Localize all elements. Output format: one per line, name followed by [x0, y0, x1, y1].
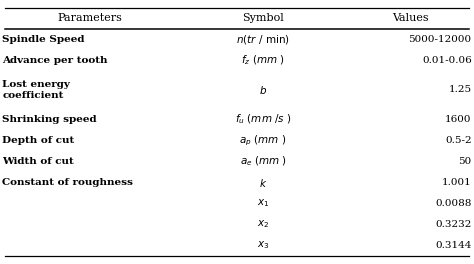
Text: 0.01-0.06: 0.01-0.06 — [422, 56, 472, 65]
Text: Symbol: Symbol — [242, 13, 284, 23]
Text: Constant of roughness: Constant of roughness — [2, 178, 133, 187]
Text: $f_z$ $(mm$ $)$: $f_z$ $(mm$ $)$ — [241, 54, 285, 67]
Text: 0.5-2: 0.5-2 — [445, 136, 472, 145]
Text: Lost energy
coefficient: Lost energy coefficient — [2, 80, 70, 100]
Text: $a_e$ $(mm$ $)$: $a_e$ $(mm$ $)$ — [239, 155, 287, 168]
Text: Width of cut: Width of cut — [2, 157, 74, 166]
Text: $f_u$ $(mm$ $/s$ $)$: $f_u$ $(mm$ $/s$ $)$ — [235, 113, 292, 126]
Text: Values: Values — [392, 13, 428, 23]
Text: 0.3144: 0.3144 — [435, 241, 472, 250]
Text: Advance per tooth: Advance per tooth — [2, 56, 108, 65]
Text: 50: 50 — [458, 157, 472, 166]
Text: $x_3$: $x_3$ — [257, 240, 269, 252]
Text: $n$$(tr$ $/$ $\mathrm{min})$: $n$$(tr$ $/$ $\mathrm{min})$ — [236, 33, 290, 46]
Text: $a_p$ $(mm$ $)$: $a_p$ $(mm$ $)$ — [239, 133, 287, 148]
Text: Spindle Speed: Spindle Speed — [2, 35, 85, 44]
Text: 1.001: 1.001 — [442, 178, 472, 187]
Text: 1600: 1600 — [445, 115, 472, 124]
Text: $b$: $b$ — [259, 84, 267, 96]
Text: $x_1$: $x_1$ — [257, 198, 269, 209]
Text: Shrinking speed: Shrinking speed — [2, 115, 97, 124]
Text: $x_2$: $x_2$ — [257, 219, 269, 230]
Text: 0.0088: 0.0088 — [435, 199, 472, 208]
Text: 5000-12000: 5000-12000 — [409, 35, 472, 44]
Text: Parameters: Parameters — [58, 13, 122, 23]
Text: 0.3232: 0.3232 — [435, 220, 472, 229]
Text: 1.25: 1.25 — [448, 86, 472, 95]
Text: Depth of cut: Depth of cut — [2, 136, 74, 145]
Text: $k$: $k$ — [259, 177, 267, 188]
